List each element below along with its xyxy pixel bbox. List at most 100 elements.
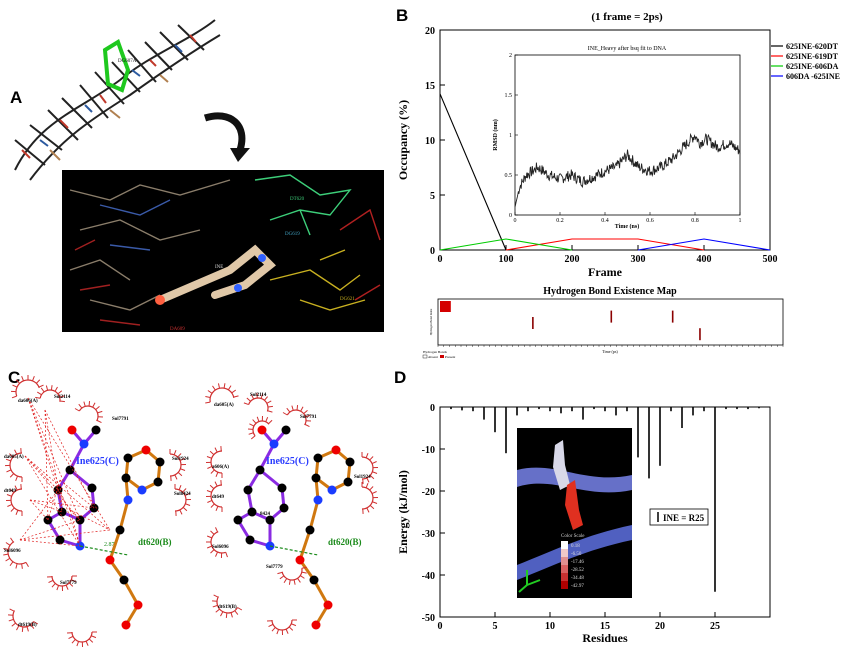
ligand-highlight	[102, 39, 131, 93]
inset-x-tick-label: 0.2	[556, 218, 564, 224]
distance-label: 2.87	[104, 542, 115, 548]
colorbar-label: -42.97	[571, 584, 584, 589]
dna-label-5: DG619	[285, 232, 300, 237]
hbond-present-mark	[440, 301, 444, 312]
y-tick-label: 15	[425, 81, 435, 92]
inset-x-tick-label: 0.4	[601, 218, 609, 224]
colorbar-title: Color Scale	[561, 534, 585, 539]
ligand-atom	[257, 425, 267, 435]
hydrophobic-contact-icon	[361, 452, 379, 484]
hbond-legend-absent: Absent	[428, 355, 438, 359]
rmsd-inset: INE_Heavy after bsq fit to DNA Time (ns)…	[492, 45, 742, 230]
residue-label: dt649	[212, 495, 224, 500]
dna-atom	[345, 457, 355, 467]
hbond-present-mark	[610, 310, 613, 323]
dna-atom	[313, 453, 323, 463]
contact-line	[59, 479, 95, 509]
contact-line	[19, 489, 59, 541]
hydrophobic-contact-icon	[67, 631, 97, 648]
dna-atom	[105, 555, 115, 565]
hydrophobic-contact-icon	[277, 566, 307, 585]
dna-residue-label: dt620(B)	[138, 537, 172, 547]
residue-label: da606(A)	[18, 399, 38, 404]
hbond-y-label: Hydrogen Bond Index	[429, 308, 433, 335]
residue-label: Sol7791	[112, 417, 129, 422]
hydrophobic-contact-icon	[206, 527, 228, 559]
legend-absent-swatch	[422, 354, 428, 359]
hbond-line	[269, 545, 319, 556]
residue-label: Sol7791	[300, 415, 317, 420]
dna-atom	[323, 600, 333, 610]
residue-label: Sol7779	[60, 581, 77, 586]
ligand-atom	[247, 507, 257, 517]
curved-arrow-icon	[203, 112, 250, 162]
y-tick-label: 20	[425, 26, 435, 37]
residue-label: a606(A)	[212, 465, 229, 470]
ligand-atom	[87, 483, 97, 493]
dna-atom	[121, 620, 131, 630]
residue-label: Sol7779	[266, 565, 283, 570]
contact-line	[69, 509, 111, 531]
inset-y-label: RMSD (nm)	[492, 119, 499, 151]
residue-label: dt619(B)	[218, 605, 237, 610]
contact-line	[44, 409, 63, 513]
residue-label: Sol6096	[212, 545, 229, 550]
energy-legend-text: INE = R25	[663, 513, 705, 523]
hydrophobic-contact-icon	[205, 446, 223, 478]
dna-residue-label: dt620(B)	[328, 537, 362, 547]
ligand-atom	[269, 439, 279, 449]
legend-present-swatch	[440, 355, 444, 358]
ligand-atom	[91, 425, 101, 435]
energy-y-tick-label: -40	[422, 571, 435, 582]
hbond-present-mark	[443, 301, 448, 312]
hydrophobic-contact-icon	[4, 448, 23, 482]
residue-label: da605(A)	[214, 403, 234, 408]
dna-label-3: DG621	[340, 297, 355, 302]
ligand-atom	[67, 425, 77, 435]
series-line-1	[439, 93, 507, 251]
dna-atom	[115, 525, 125, 535]
colorbar-label: -28.52	[571, 568, 584, 573]
colorbar-swatch	[561, 541, 568, 549]
ligand-atom	[277, 483, 287, 493]
inset-residue-red	[565, 480, 583, 530]
dna-label-4: DA609	[170, 327, 185, 332]
contact-line	[29, 499, 63, 513]
series-line-3	[439, 238, 573, 251]
x-tick-label: 0	[438, 254, 443, 265]
energy-y-label: Energy (kJ/mol)	[396, 470, 410, 554]
series-line-4	[637, 238, 771, 251]
dna-atom	[313, 495, 323, 505]
hydrophobic-contact-icon	[205, 480, 223, 512]
dna-bond	[308, 499, 320, 531]
dna-atom	[343, 477, 353, 487]
inset-x-tick-label: 0	[514, 218, 517, 224]
residue-label: Sol1924	[354, 475, 371, 480]
hbond-present-mark	[671, 310, 674, 323]
inset-y-tick-label: 2	[509, 53, 512, 59]
ligand-atom	[79, 439, 89, 449]
ligand-atom	[245, 535, 255, 545]
contact-line	[47, 479, 61, 521]
dna-atom	[137, 485, 147, 495]
residue-label: dt649	[4, 489, 16, 494]
x-axis-label: Frame	[588, 265, 623, 279]
residue-label: Sol2114	[250, 393, 267, 398]
ligand-atom	[243, 485, 253, 495]
contact-line	[29, 499, 49, 521]
ligand-stick-model	[155, 244, 276, 305]
inset-y-tick-label: 0	[509, 213, 512, 219]
dna-atom	[305, 525, 315, 535]
contact-line	[24, 455, 81, 547]
hbond-x-label: Time (ps)	[602, 349, 618, 354]
hydrophobic-contact-icon	[361, 482, 379, 514]
legend: 625INE-620DT625INE-619DT625INE-606DA606D…	[771, 42, 840, 81]
hydrophobic-contact-icon	[174, 484, 192, 516]
interaction-diagrams: Ine625(C) dt620(B) 2.87 da606(A) Sol2114 Sol7…	[3, 375, 379, 648]
inset-x-tick-label: 0.6	[646, 218, 654, 224]
inset-title: INE_Heavy after bsq fit to DNA	[588, 45, 667, 52]
energy-legend-box	[649, 508, 709, 526]
panel-letter-c: C	[8, 368, 21, 387]
dna-atom	[119, 575, 129, 585]
x-tick-label: 100	[499, 254, 514, 265]
